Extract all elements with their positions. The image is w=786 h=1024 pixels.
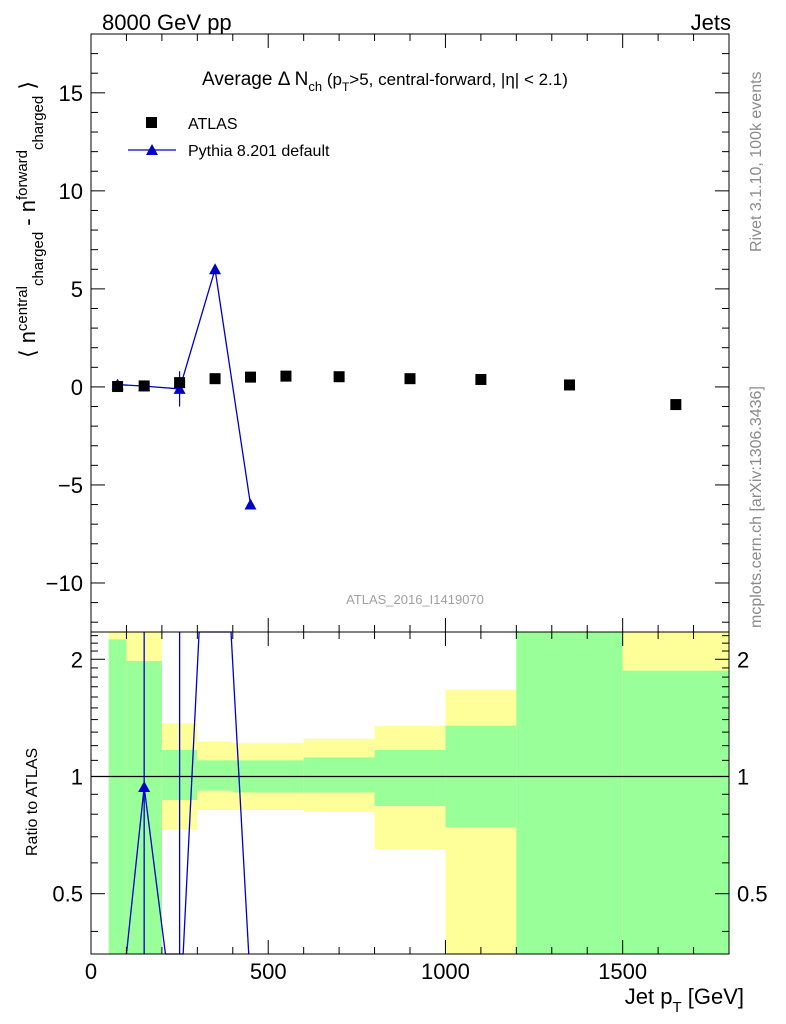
atlas-point: [112, 381, 124, 393]
ratio-y-tick-label: 0.5: [52, 882, 83, 907]
main-y-tick-label: −10: [46, 571, 83, 596]
mcplots-text: mcplots.cern.ch [arXiv:1306.3436]: [748, 386, 765, 628]
ratio-y-tick-label-right: 1: [737, 764, 749, 789]
pythia-point: [244, 498, 257, 510]
pythia-ratio-point: [138, 780, 151, 792]
header-left: 8000 GeV pp: [102, 10, 232, 35]
atlas-point: [209, 373, 221, 385]
ratio-band-inner: [622, 670, 729, 954]
atlas-point: [564, 379, 575, 391]
main-y-tick-label: 5: [71, 277, 83, 302]
x-tick-label: 0: [85, 959, 97, 984]
atlas-point: [333, 371, 345, 383]
ratio-y-tick-label-right: 0.5: [737, 882, 768, 907]
atlas-point: [670, 399, 682, 411]
atlas-point: [475, 373, 487, 385]
ratio-band-inner: [374, 749, 446, 806]
main-y-tick-label: 15: [59, 81, 83, 106]
ratio-panel: 0.5 0.5 1 1 2 2 0 500 1000 1500 Ratio to ATLAS Je…: [24, 631, 768, 1016]
ratio-y-tick-label-right: 2: [737, 647, 749, 672]
legend-pythia-label: Pythia 8.201 default: [188, 143, 330, 160]
ratio-y-tick-label: 1: [71, 764, 83, 789]
main-y-label: ⟨ ncentralcharged - nforwardcharged ⟩: [14, 81, 47, 358]
ratio-band-inner: [197, 760, 233, 791]
analysis-watermark: ATLAS_2016_I1419070: [346, 592, 484, 607]
main-panel: −10 −5 0 5 10 15 Average Δ Nch (pT>5, central…: [14, 33, 730, 633]
main-title: Average Δ Nch (pT>5, central-forward, |η…: [202, 69, 568, 94]
legend-atlas-label: ATLAS: [188, 116, 238, 133]
x-axis-label: Jet pT [GeV]: [625, 984, 744, 1016]
ratio-band-inner: [516, 632, 623, 954]
main-y-tick-label: 0: [71, 375, 83, 400]
pythia-point: [209, 263, 222, 275]
atlas-point: [174, 377, 186, 389]
atlas-point: [280, 370, 292, 382]
ratio-band-inner: [108, 639, 127, 954]
header-right: Jets: [691, 10, 731, 35]
ratio-y-tick-label: 2: [71, 647, 83, 672]
ratio-axes: 0.5 0.5 1 1 2 2 0 500 1000 1500: [52, 632, 768, 984]
x-tick-label: 1000: [421, 959, 470, 984]
ratio-band-inner: [303, 757, 375, 793]
atlas-point: [404, 373, 416, 385]
x-tick-label: 1500: [598, 959, 647, 984]
legend-atlas-marker: [146, 117, 157, 128]
atlas-point: [138, 380, 150, 392]
ratio-plot-content: [91, 631, 729, 955]
main-y-tick-label: −5: [58, 473, 83, 498]
main-frame: [90, 33, 730, 633]
main-y-tick-label: 10: [59, 179, 83, 204]
main-plot-content: [111, 263, 682, 510]
pythia-point: [173, 382, 186, 394]
atlas-point: [245, 371, 256, 383]
x-tick-label: 500: [250, 959, 287, 984]
main-y-axis: −10 −5 0 5 10 15: [46, 33, 730, 632]
ratio-y-label: Ratio to ATLAS: [24, 748, 41, 856]
legend: ATLAS Pythia 8.201 default: [128, 116, 330, 160]
legend-pythia-marker: [146, 144, 158, 155]
rivet-version-text: Rivet 3.1.10, 100k events: [748, 71, 765, 252]
